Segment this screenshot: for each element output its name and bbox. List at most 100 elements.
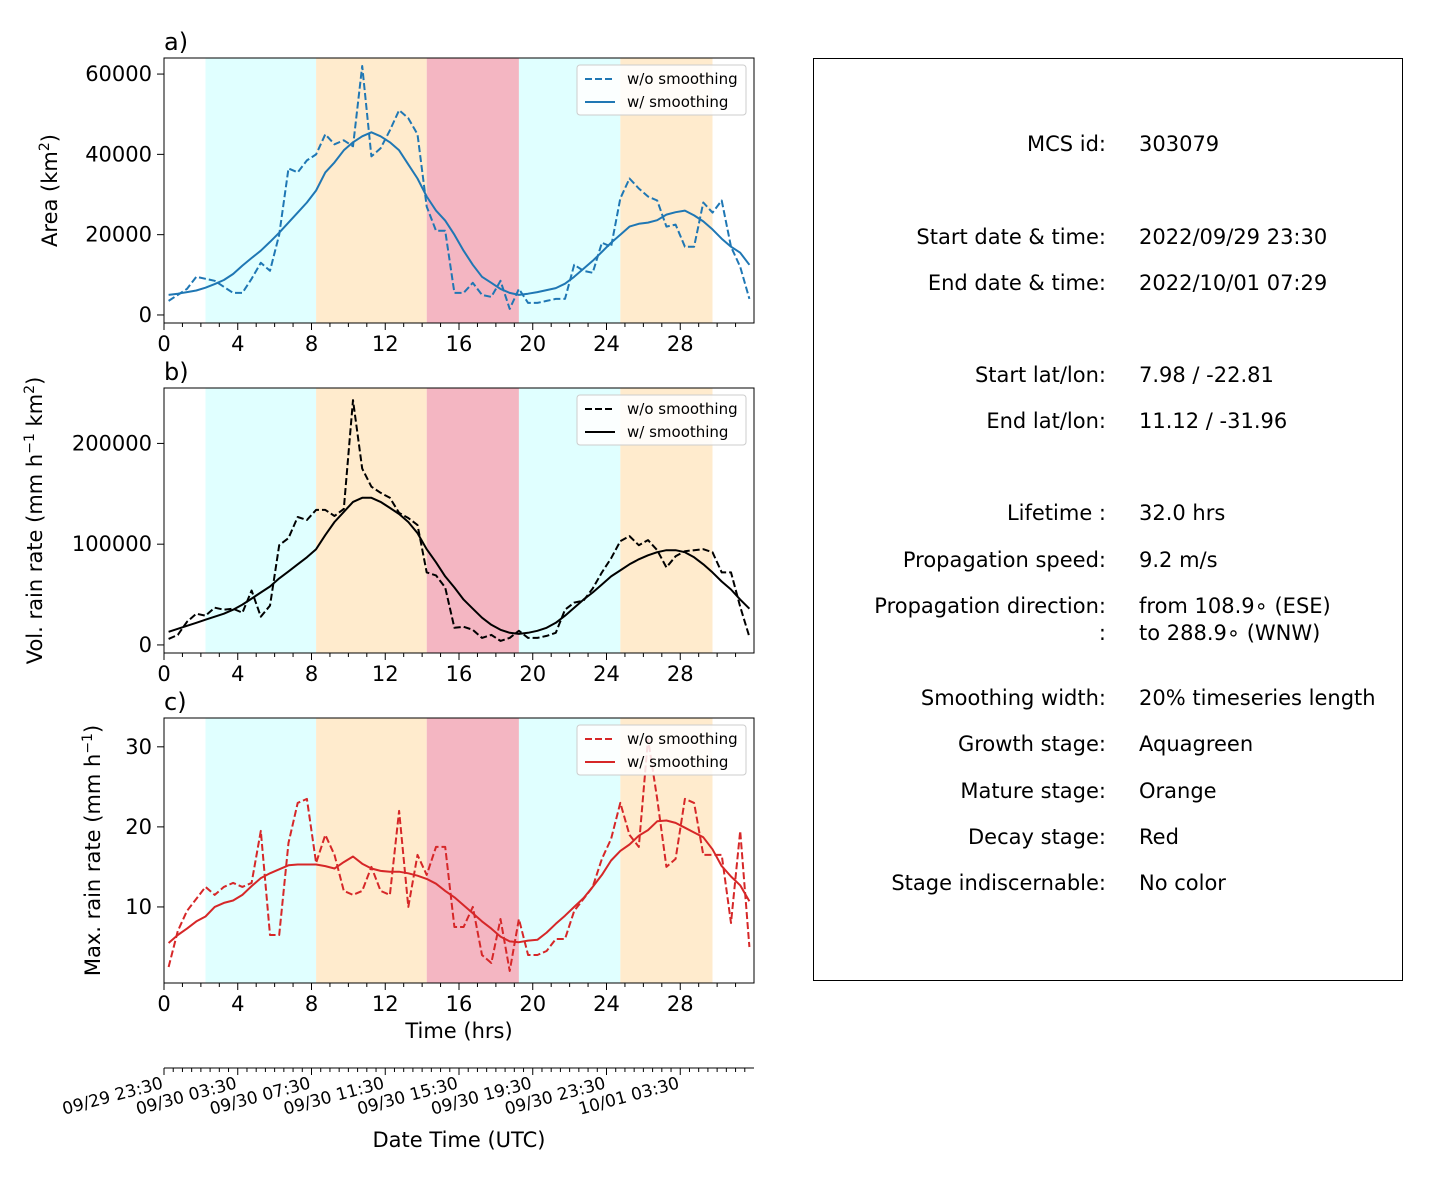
direction-from-value: from 108.9∘ (ESE) (1139, 594, 1331, 618)
y-axis-label-part: ) (38, 134, 62, 142)
stage-band-decay (426, 58, 519, 323)
y-axis-label-superscript: −1 (80, 733, 96, 754)
x-tick-label: 12 (372, 662, 399, 686)
series-line-unsmoothed (168, 399, 751, 642)
series-group (168, 65, 751, 310)
series-line-smoothed (168, 131, 751, 296)
legend-box (576, 724, 747, 776)
series-line-smoothed (167, 819, 751, 944)
x-tick-label: 8 (305, 992, 318, 1016)
growth-label: Growth stage: (957, 732, 1106, 756)
x-tick-label: 24 (593, 332, 620, 356)
start-time-value: 2022/09/29 23:30 (1139, 225, 1328, 249)
legend-box (576, 394, 747, 446)
x-tick-label: 28 (667, 992, 694, 1016)
y-axis-label: Vol. rain rate (mm h−1 km2) (22, 377, 47, 665)
mcs-id-label: MCS id: (1026, 132, 1106, 156)
start-time-label: Start date & time: (916, 225, 1106, 249)
y-axis-label-superscript: −1 (22, 433, 38, 454)
y-axis-label-superscript: 2 (22, 385, 38, 394)
legend-label: w/ smoothing (627, 753, 728, 771)
x-tick-label: 20 (519, 332, 546, 356)
x-tick-label: 20 (519, 992, 546, 1016)
mcs-id-value: 303079 (1139, 132, 1220, 156)
y-axis-label-part: ) (81, 725, 105, 733)
start-latlon-label: Start lat/lon: (974, 363, 1106, 387)
legend-label: w/o smoothing (627, 730, 738, 748)
stage-band-decay (426, 388, 519, 653)
direction-label-2: : (1098, 621, 1106, 645)
y-axis-label: Area (km2) (37, 134, 62, 247)
info-panel: MCS id: 303079 Start date & time: 2022/0… (813, 58, 1403, 981)
x-tick-label: 20 (519, 662, 546, 686)
legend-label: w/o smoothing (627, 70, 738, 88)
x-tick-label: 8 (305, 662, 318, 686)
y-axis-label-part: Max. rain rate (mm h (81, 754, 105, 977)
x-tick-label: 0 (157, 992, 170, 1016)
mature-label: Mature stage: (960, 779, 1106, 803)
x-tick-label: 24 (593, 992, 620, 1016)
legend-label: w/ smoothing (627, 423, 728, 441)
lifetime-value: 32.0 hrs (1139, 501, 1226, 525)
speed-value: 9.2 m/s (1139, 548, 1218, 572)
y-axis-label-superscript: 2 (37, 142, 53, 151)
legend-box (576, 64, 747, 116)
y-tick-label: 40000 (85, 142, 152, 166)
indiscernable-label: Stage indiscernable: (891, 871, 1106, 895)
y-tick-label: 60000 (85, 62, 152, 86)
x-tick-label: 12 (372, 992, 399, 1016)
legend-label: w/o smoothing (627, 400, 738, 418)
x-tick-label: 4 (231, 992, 244, 1016)
x-tick-label: 28 (667, 662, 694, 686)
speed-label: Propagation speed: (902, 548, 1106, 572)
direction-to-value: to 288.9∘ (WNW) (1139, 621, 1321, 645)
x-tick-label: 0 (157, 662, 170, 686)
growth-value: Aquagreen (1139, 732, 1254, 756)
end-latlon-label: End lat/lon: (986, 409, 1106, 433)
y-axis-label-part: Area (km (38, 151, 62, 247)
indiscernable-value: No color (1139, 871, 1226, 895)
stage-band-growth (205, 388, 317, 653)
mature-value: Orange (1139, 779, 1217, 803)
y-tick-label: 200000 (72, 431, 152, 455)
x-axis-label: Time (hrs) (404, 1019, 512, 1043)
x-tick-label: 12 (372, 332, 399, 356)
end-time-label: End date & time: (927, 271, 1106, 295)
x-tick-label: 16 (446, 662, 473, 686)
datetime-axis-label: Date Time (UTC) (373, 1128, 546, 1152)
stage-band-growth (205, 718, 317, 983)
decay-label: Decay stage: (968, 825, 1106, 849)
direction-label: Propagation direction: (874, 594, 1106, 618)
legend-label: w/ smoothing (627, 93, 728, 111)
y-axis-label-part: ) (23, 377, 47, 385)
series-group (168, 399, 751, 642)
x-tick-label: 16 (446, 332, 473, 356)
x-tick-label: 4 (231, 332, 244, 356)
stage-band-growth (205, 58, 317, 323)
series-line-smoothed (168, 496, 751, 635)
end-latlon-value: 11.12 / -31.96 (1139, 409, 1288, 433)
panel-label: a) (164, 28, 188, 56)
x-tick-label: 24 (593, 662, 620, 686)
decay-value: Red (1139, 825, 1179, 849)
y-tick-label: 100000 (72, 532, 152, 556)
y-tick-label: 20 (125, 815, 152, 839)
stage-band-mature (316, 388, 427, 653)
start-latlon-value: 7.98 / -22.81 (1139, 363, 1274, 387)
stage-band-mature (316, 58, 427, 323)
panel-label: c) (164, 688, 187, 716)
x-tick-label: 8 (305, 332, 318, 356)
smoothing-label: Smoothing width: (920, 686, 1106, 710)
series-line-unsmoothed (168, 65, 751, 310)
stage-band-mature (316, 718, 427, 983)
y-tick-label: 0 (139, 303, 152, 327)
y-tick-label: 10 (125, 895, 152, 919)
x-tick-label: 16 (446, 992, 473, 1016)
panel-label: b) (164, 358, 189, 386)
smoothing-value: 20% timeseries length (1139, 686, 1376, 710)
y-axis-label-part: km (23, 394, 47, 433)
y-axis-label-part: Vol. rain rate (mm h (23, 454, 47, 665)
end-time-value: 2022/10/01 07:29 (1139, 271, 1328, 295)
y-tick-label: 20000 (85, 223, 152, 247)
